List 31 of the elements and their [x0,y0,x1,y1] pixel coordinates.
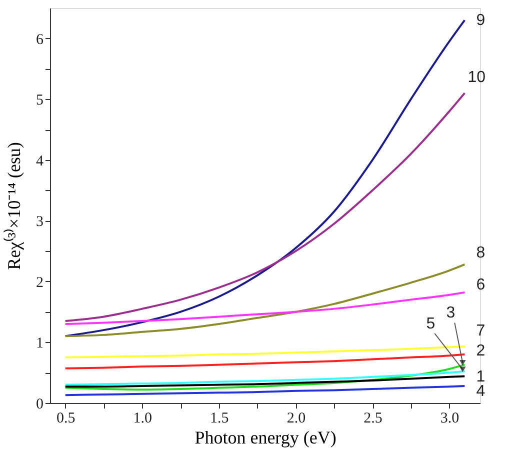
y-tick-label: 4 [36,153,44,170]
x-axis-title: Photon energy (eV) [194,428,336,448]
x-tick-label: 1.0 [133,410,152,426]
series-label: 1 [476,368,486,386]
y-tick-label: 6 [36,32,44,48]
y-axis-title: Reχ⁽³⁾×10⁻¹⁴ (esu) [3,142,24,270]
x-tick-label: 0.5 [56,410,76,426]
x-tick-label: 3.0 [440,410,460,426]
series-label: 9 [476,12,486,30]
series-label: 7 [476,322,486,340]
series-label: 2 [476,342,486,360]
line-series [64,345,466,358]
series-label: 4 [476,382,486,400]
line-series [64,375,466,388]
line-series [64,353,466,370]
line-series [64,263,466,338]
y-tick-label: 3 [36,214,44,230]
y-tick-label: 0 [36,396,44,412]
text: 3 [446,304,456,322]
series-label: 10 [468,69,486,86]
series-label: 8 [476,244,486,262]
line-series [64,384,466,396]
x-tick-label: 1.5 [210,410,229,426]
series-label: 6 [476,276,486,294]
line-series [64,19,466,338]
x-tick-label: 2.5 [364,410,382,426]
x-tick-label: 2.0 [286,410,306,426]
y-tick-label: 2 [36,274,44,291]
y-tick-label: 5 [36,92,44,109]
y-tick-label: 1 [36,336,44,352]
text: 5 [426,315,436,332]
